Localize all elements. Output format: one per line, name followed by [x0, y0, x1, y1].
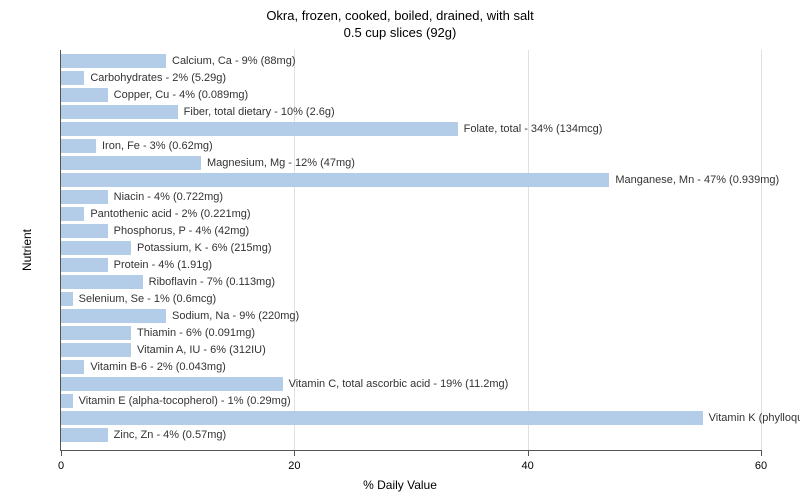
nutrient-bar: Vitamin K (phylloquinone) - 55% (44.0mcg… — [61, 411, 703, 425]
title-line-1: Okra, frozen, cooked, boiled, drained, w… — [0, 8, 800, 25]
nutrient-bar: Magnesium, Mg - 12% (47mg) — [61, 156, 201, 170]
nutrient-bar-label: Magnesium, Mg - 12% (47mg) — [207, 157, 355, 169]
nutrient-bar: Vitamin C, total ascorbic acid - 19% (11… — [61, 377, 283, 391]
nutrient-bar-label: Fiber, total dietary - 10% (2.6g) — [184, 106, 335, 118]
nutrient-bar: Selenium, Se - 1% (0.6mcg) — [61, 292, 73, 306]
nutrient-bar-label: Sodium, Na - 9% (220mg) — [172, 310, 299, 322]
nutrient-bar-label: Potassium, K - 6% (215mg) — [137, 242, 272, 254]
gridline — [761, 50, 762, 450]
nutrient-bar: Folate, total - 34% (134mcg) — [61, 122, 458, 136]
x-tick — [294, 450, 295, 456]
nutrient-bar-label: Vitamin E (alpha-tocopherol) - 1% (0.29m… — [79, 395, 291, 407]
x-tick — [528, 450, 529, 456]
nutrient-bar-label: Protein - 4% (1.91g) — [114, 259, 212, 271]
nutrient-bar-label: Niacin - 4% (0.722mg) — [114, 191, 223, 203]
nutrient-bar-label: Carbohydrates - 2% (5.29g) — [90, 72, 226, 84]
plot-area: 0204060Calcium, Ca - 9% (88mg)Carbohydra… — [60, 50, 761, 451]
nutrient-bar: Riboflavin - 7% (0.113mg) — [61, 275, 143, 289]
x-tick — [761, 450, 762, 456]
nutrient-bar: Vitamin B-6 - 2% (0.043mg) — [61, 360, 84, 374]
nutrient-bar: Manganese, Mn - 47% (0.939mg) — [61, 173, 609, 187]
nutrient-bar-label: Iron, Fe - 3% (0.62mg) — [102, 140, 213, 152]
nutrient-bar-label: Vitamin C, total ascorbic acid - 19% (11… — [289, 378, 509, 390]
nutrient-bar-label: Vitamin B-6 - 2% (0.043mg) — [90, 361, 226, 373]
x-axis-label: % Daily Value — [363, 478, 437, 492]
nutrient-bar: Protein - 4% (1.91g) — [61, 258, 108, 272]
nutrient-bar-label: Copper, Cu - 4% (0.089mg) — [114, 89, 249, 101]
nutrient-bar: Sodium, Na - 9% (220mg) — [61, 309, 166, 323]
nutrient-bar: Pantothenic acid - 2% (0.221mg) — [61, 207, 84, 221]
nutrient-bar-label: Thiamin - 6% (0.091mg) — [137, 327, 255, 339]
nutrient-bar: Niacin - 4% (0.722mg) — [61, 190, 108, 204]
nutrient-bar-label: Selenium, Se - 1% (0.6mcg) — [79, 293, 217, 305]
x-tick-label: 40 — [522, 460, 534, 472]
chart-container: Okra, frozen, cooked, boiled, drained, w… — [0, 0, 800, 500]
x-tick-label: 60 — [755, 460, 767, 472]
nutrient-bar-label: Folate, total - 34% (134mcg) — [464, 123, 603, 135]
nutrient-bar: Vitamin A, IU - 6% (312IU) — [61, 343, 131, 357]
nutrient-bar: Copper, Cu - 4% (0.089mg) — [61, 88, 108, 102]
nutrient-bar: Thiamin - 6% (0.091mg) — [61, 326, 131, 340]
chart-title: Okra, frozen, cooked, boiled, drained, w… — [0, 0, 800, 42]
nutrient-bar-label: Phosphorus, P - 4% (42mg) — [114, 225, 250, 237]
gridline — [528, 50, 529, 450]
title-line-2: 0.5 cup slices (92g) — [0, 25, 800, 42]
nutrient-bar: Potassium, K - 6% (215mg) — [61, 241, 131, 255]
nutrient-bar: Phosphorus, P - 4% (42mg) — [61, 224, 108, 238]
nutrient-bar-label: Vitamin K (phylloquinone) - 55% (44.0mcg… — [709, 412, 800, 424]
nutrient-bar: Iron, Fe - 3% (0.62mg) — [61, 139, 96, 153]
nutrient-bar: Zinc, Zn - 4% (0.57mg) — [61, 428, 108, 442]
nutrient-bar-label: Calcium, Ca - 9% (88mg) — [172, 55, 295, 67]
nutrient-bar-label: Riboflavin - 7% (0.113mg) — [149, 276, 275, 288]
nutrient-bar-label: Zinc, Zn - 4% (0.57mg) — [114, 429, 226, 441]
nutrient-bar: Fiber, total dietary - 10% (2.6g) — [61, 105, 178, 119]
nutrient-bar-label: Manganese, Mn - 47% (0.939mg) — [615, 174, 779, 186]
nutrient-bar: Calcium, Ca - 9% (88mg) — [61, 54, 166, 68]
x-tick — [61, 450, 62, 456]
y-axis-label: Nutrient — [20, 229, 34, 271]
nutrient-bar: Carbohydrates - 2% (5.29g) — [61, 71, 84, 85]
x-tick-label: 20 — [288, 460, 300, 472]
nutrient-bar: Vitamin E (alpha-tocopherol) - 1% (0.29m… — [61, 394, 73, 408]
x-tick-label: 0 — [58, 460, 64, 472]
nutrient-bar-label: Pantothenic acid - 2% (0.221mg) — [90, 208, 250, 220]
nutrient-bar-label: Vitamin A, IU - 6% (312IU) — [137, 344, 266, 356]
